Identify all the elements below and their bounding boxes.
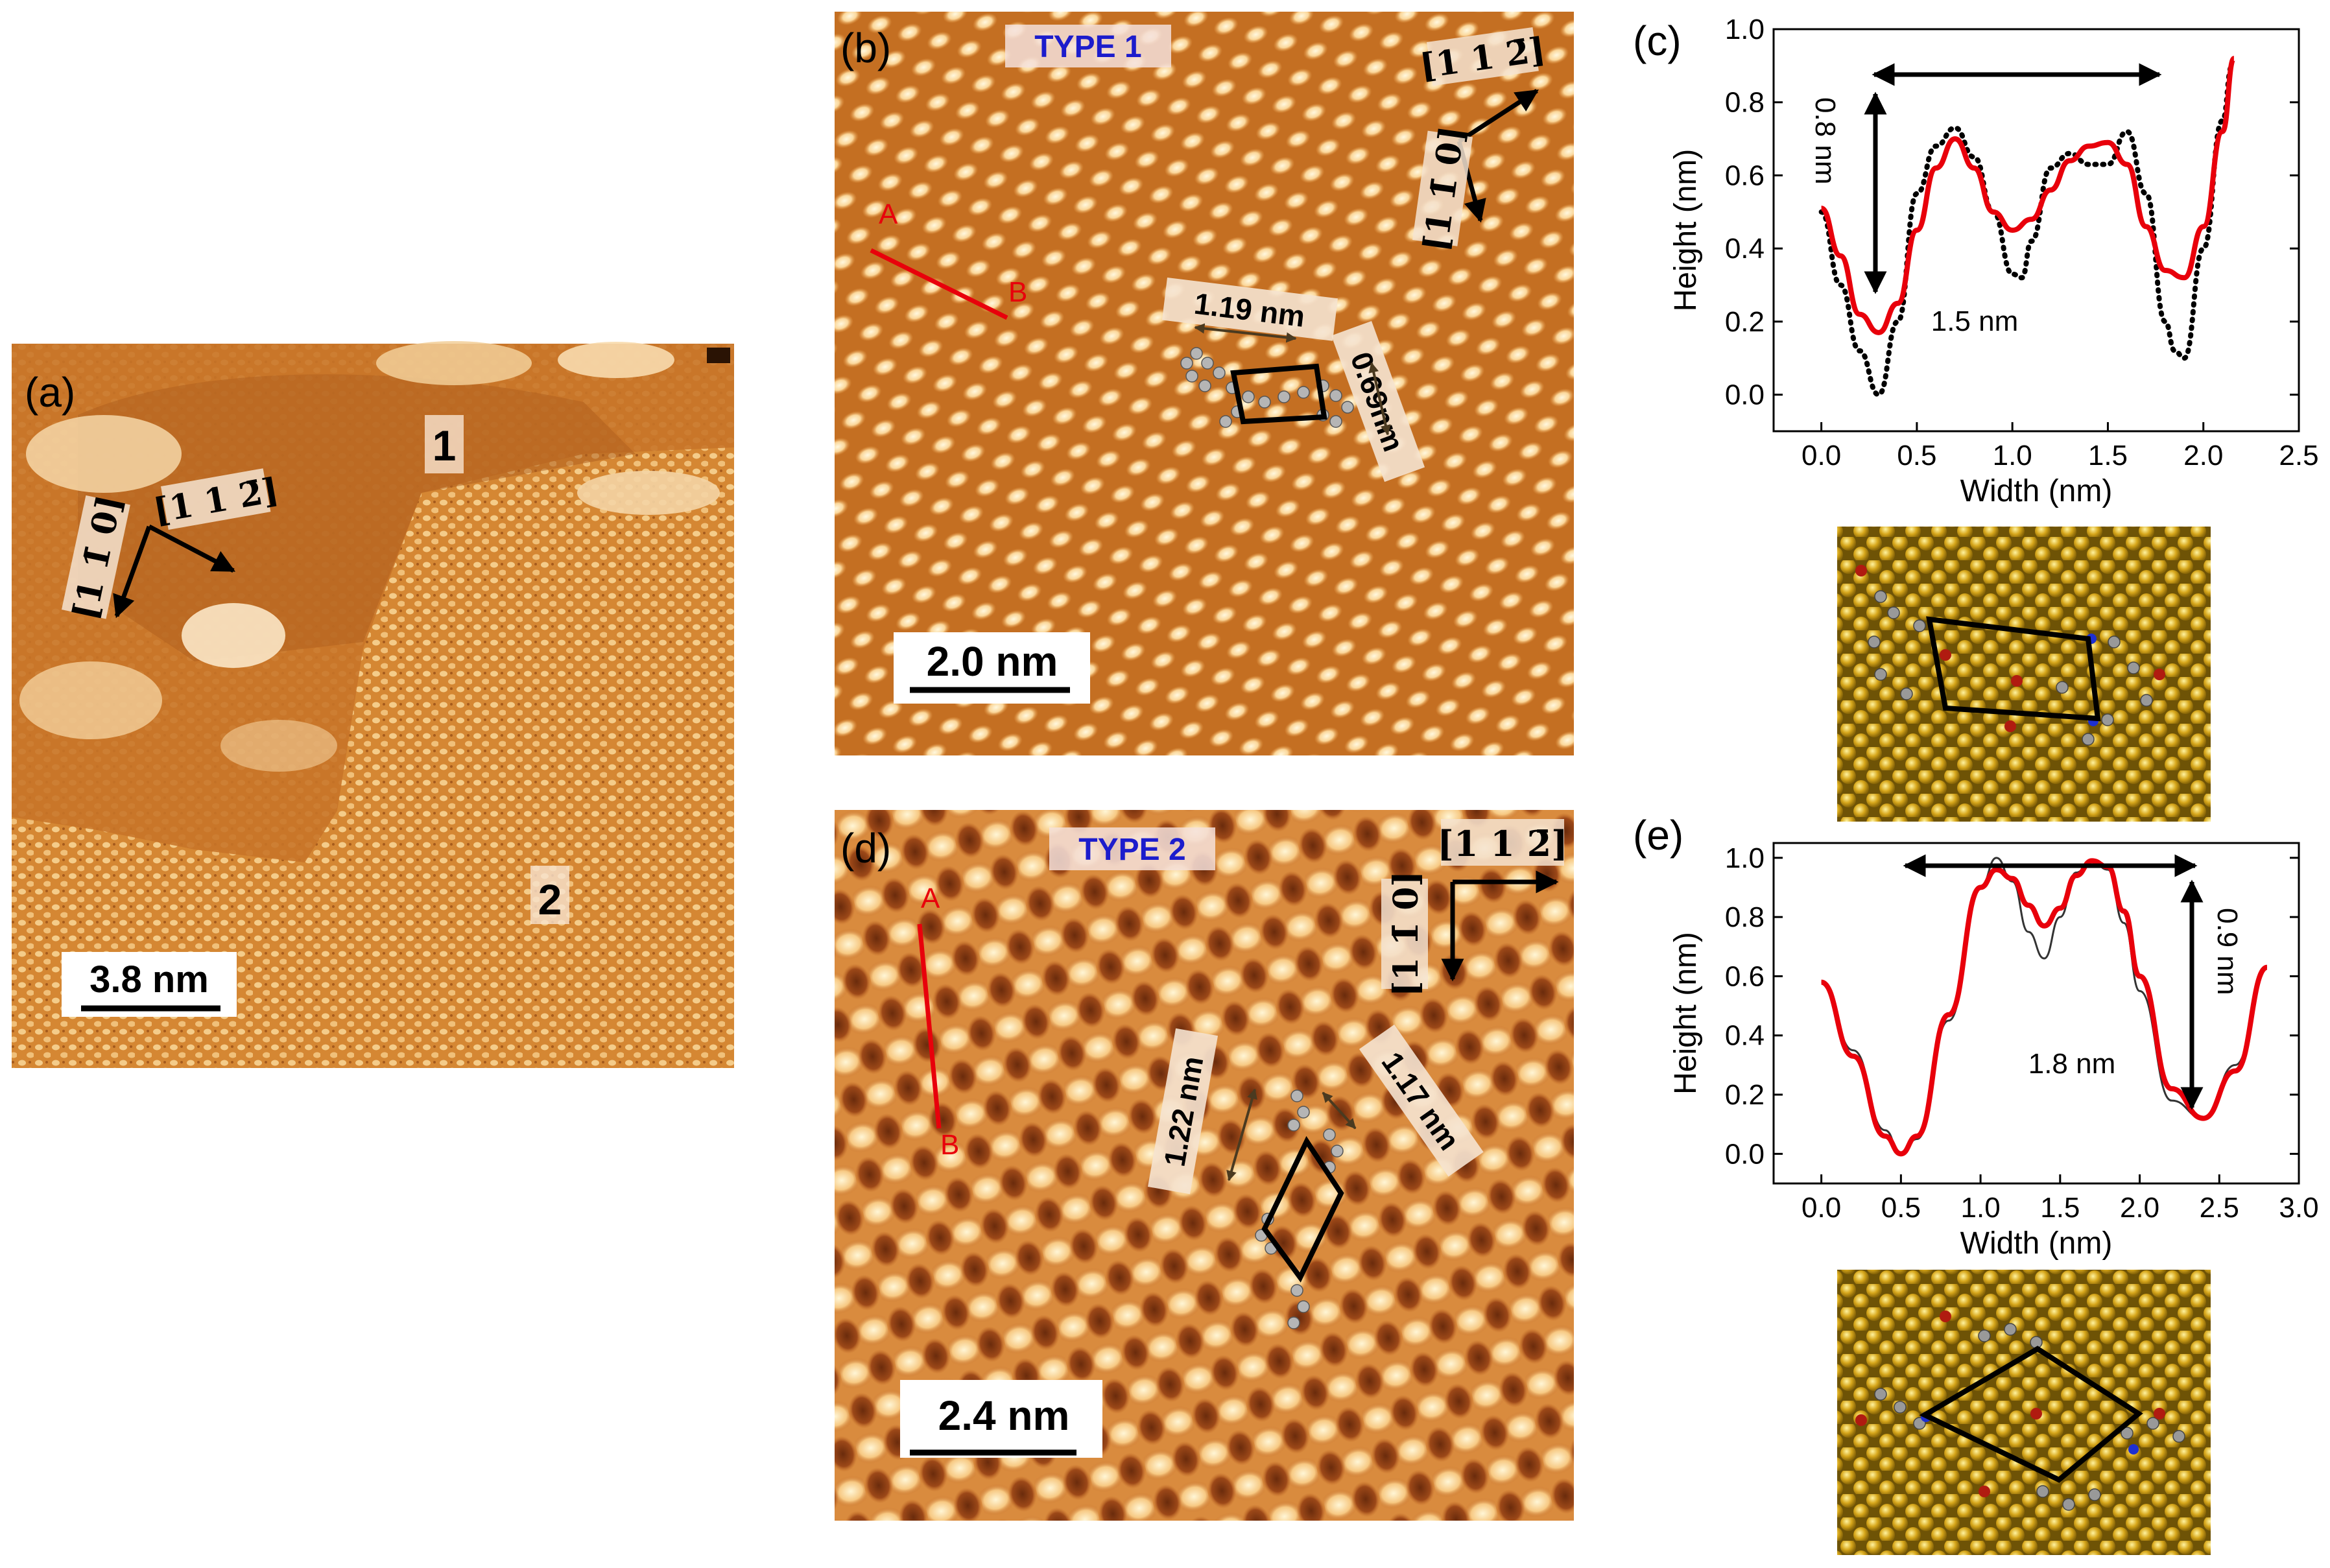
x-tick-label: 2.5 — [2279, 440, 2318, 471]
panel-label-d: (d) — [840, 825, 891, 872]
y-tick-label: 0.6 — [1725, 160, 1765, 191]
panel-c: (c) 0.0 0.5 1.0 1.5 2.0 2.5 0.0 0.2 0.4 0.6 0.8 1.0… — [1633, 14, 2319, 822]
panel-label-e: (e) — [1633, 812, 1683, 859]
panel-e: (e) 0.0 0.5 1.0 1.5 2.0 2.5 3.0 0.0 0.2 0.4 0.6 0.8… — [1633, 812, 2319, 1555]
type-label-d: TYPE 2 — [1078, 833, 1185, 867]
height-annotation-e: 0.9 nm — [2211, 908, 2243, 995]
chart-e: 0.0 0.5 1.0 1.5 2.0 2.5 3.00.00.20.40.60.81.0W… — [1669, 842, 2319, 1261]
scale-bar-d: 2.4 nm — [900, 1380, 1102, 1458]
plot-frame — [1772, 28, 2300, 433]
panel-b: (b) TYPE 1 A B [1 1 2̄] [1 1̄ 0] 1.19 nm — [835, 12, 1574, 755]
series-simulated — [1820, 858, 2268, 1157]
profile-line-b — [870, 248, 1008, 320]
x-tick-label: 0.5 — [1897, 440, 1936, 471]
y-tick-label: 0.2 — [1725, 306, 1765, 338]
x-tick-label: 0.0 — [1801, 440, 1841, 471]
domain-1-label: 1 — [433, 422, 457, 469]
y-tick-label: 0.4 — [1725, 233, 1765, 265]
point-b-b: B — [1008, 276, 1027, 308]
y-axis-label: Height (nm) — [1669, 932, 1703, 1095]
molecule-model-b — [1180, 347, 1354, 428]
point-a-b: A — [879, 198, 898, 230]
x-tick-label: 2.0 — [2183, 440, 2223, 471]
direction-112-label-d: [1 1 2̄] — [1437, 823, 1567, 864]
point-a-d: A — [921, 883, 940, 914]
width-annotation-c: 1.5 nm — [1931, 305, 2019, 337]
x-axis-label: Width (nm) — [1960, 1226, 2113, 1261]
scale-label-b: 2.0 nm — [927, 638, 1058, 685]
unit-cell-e — [1919, 1346, 2143, 1483]
scale-bar-a: 3.8 nm — [62, 952, 237, 1017]
y-tick-label: 1.0 — [1725, 842, 1765, 874]
gold-surface-c — [1837, 527, 2211, 822]
type-label-b: TYPE 1 — [1034, 30, 1141, 64]
profile-line-d — [917, 923, 942, 1129]
width-annotation-e: 1.8 nm — [2028, 1048, 2116, 1080]
y-tick-label: 1.0 — [1725, 14, 1765, 45]
unit-cell-c — [1926, 616, 2101, 722]
scale-label-a: 3.8 nm — [89, 958, 209, 1001]
panel-d: (d) TYPE 2 A B [1 1 2̄] [1 1̄ 0] 1.22 nm… — [835, 810, 1574, 1521]
y-tick-label: 0.6 — [1725, 960, 1765, 992]
domain-2-label: 2 — [538, 875, 562, 923]
direction-110-label-d: [1 1̄ 0] — [1386, 871, 1426, 997]
x-tick-label: 3.0 — [2279, 1192, 2318, 1224]
y-tick-label: 0.8 — [1725, 87, 1765, 119]
point-b-d: B — [940, 1129, 959, 1161]
crystal-axes-d: [1 1 2̄] [1 1̄ 0] — [1381, 819, 1568, 997]
panel-label-c: (c) — [1633, 18, 1682, 64]
x-tick-label: 1.0 — [1961, 1192, 2001, 1224]
y-tick-label: 0.8 — [1725, 901, 1765, 933]
x-tick-label: 1.5 — [2040, 1192, 2080, 1224]
series-measured — [1821, 857, 2268, 1155]
unit-cell-d — [1261, 1135, 1344, 1283]
x-axis-label: Width (nm) — [1960, 474, 2113, 508]
y-tick-label: 0.0 — [1725, 379, 1765, 411]
plot-frame — [1772, 842, 2300, 1185]
chart-c: 0.0 0.5 1.0 1.5 2.0 2.50.00.20.40.60.81.0Widt… — [1669, 14, 2319, 508]
x-tick-label: 1.5 — [2088, 440, 2128, 471]
x-tick-label: 0.5 — [1881, 1192, 1921, 1224]
y-tick-label: 0.2 — [1725, 1079, 1765, 1111]
molecule-model-d — [1255, 1089, 1344, 1329]
panel-label-a: (a) — [25, 369, 75, 416]
y-tick-label: 0.0 — [1725, 1138, 1765, 1170]
x-tick-label: 2.0 — [2120, 1192, 2159, 1224]
x-tick-label: 2.5 — [2200, 1192, 2239, 1224]
scale-label-d: 2.4 nm — [938, 1392, 1070, 1439]
panel-a: (a) 1 2 [1 1 2̄] [1 1̄ 0] 3.8 nm — [12, 341, 734, 1068]
adsorption-model-c — [1837, 527, 2211, 822]
y-axis-label: Height (nm) — [1669, 149, 1703, 312]
unit-cell-b — [1230, 363, 1327, 425]
adsorption-model-e — [1837, 1270, 2211, 1555]
series-measured — [1818, 63, 2235, 398]
panel-label-b: (b) — [840, 25, 891, 71]
x-tick-label: 0.0 — [1801, 1192, 1841, 1224]
scale-bar-b: 2.0 nm — [894, 632, 1090, 704]
y-tick-label: 0.4 — [1725, 1020, 1765, 1052]
height-annotation-c: 0.8 nm — [1809, 97, 1841, 185]
series-simulated — [1820, 56, 2237, 335]
x-tick-label: 1.0 — [1993, 440, 2032, 471]
